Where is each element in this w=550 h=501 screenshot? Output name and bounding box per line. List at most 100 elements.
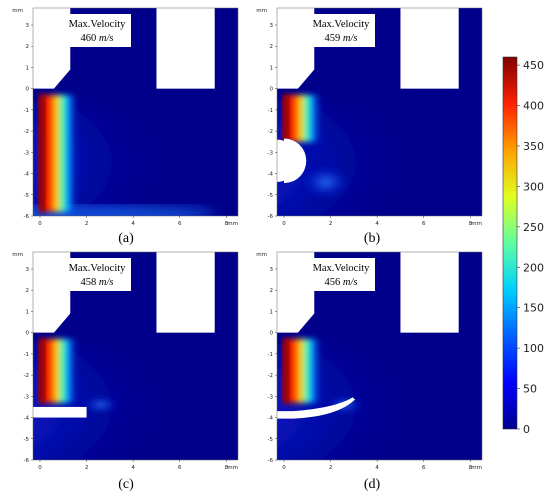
y-tick-label: 3 [26,267,30,273]
x-tick-label: 8 [225,465,229,471]
y-tick-label: -2 [268,373,273,379]
colorbar-ticks: 450 400 350 300 250 200 150 100 50 0 [517,59,544,436]
max-velocity-box [307,258,375,291]
y-tick-label: -1 [24,352,29,358]
x-tick-label: 0 [38,221,42,227]
velocity-field [33,252,238,460]
plot-frame [32,251,239,461]
y-tick-label: -5 [24,193,30,199]
outlet-block [156,252,215,333]
y-tick-label: -1 [268,108,273,114]
x-tick-label: 4 [375,221,379,227]
max-velocity-value: 459 m/s [325,33,358,44]
plot-frame [276,251,483,461]
colorbar-tick-label: 0 [523,423,530,436]
y-tick-label: 1 [270,65,274,71]
x-tick-label: 4 [131,221,135,227]
y-tick-label: -2 [24,373,29,379]
y-tick-label: -4 [268,172,274,178]
x-axis-unit: mm [471,221,482,227]
colorbar-tick-label: 300 [523,180,544,193]
x-tick-label: 8 [469,221,473,227]
y-tick-label: 3 [26,23,30,29]
y-axis-unit: mm [256,8,267,14]
x-tick-label: 6 [178,221,182,227]
nozzle-body [33,252,71,333]
velocity-field [33,8,238,216]
plot-frame [276,7,483,217]
x-tick-label: 4 [375,465,379,471]
plot-frame [32,7,239,217]
outlet-block [400,8,459,89]
max-velocity-value: 456 m/s [325,277,358,288]
y-tick-label: -3 [24,150,30,156]
panel-caption: (a) [118,231,134,246]
max-velocity-title: Max.Velocity [313,19,371,30]
x-tick-label: 6 [422,465,426,471]
y-tick-label: -5 [268,193,274,199]
y-tick-label: 0 [270,87,274,93]
y-tick-label: 1 [26,65,30,71]
colorbar-tick-label: 100 [523,342,544,355]
x-axis-unit: mm [227,465,238,471]
y-tick-label: 0 [26,87,30,93]
panel-caption: (d) [364,477,381,492]
y-tick-label: 0 [26,331,30,337]
y-tick-label: -3 [268,394,274,400]
velocity-field [277,252,482,460]
max-velocity-title: Max.Velocity [69,263,127,274]
y-tick-label: 1 [26,309,30,315]
colorbar-tick-label: 200 [523,261,544,274]
y-tick-label: -2 [268,129,273,135]
max-velocity-value: 460 m/s [81,33,114,44]
y-tick-label: 2 [270,44,274,50]
panel-caption: (b) [364,231,381,246]
max-velocity-box [63,258,131,291]
y-tick-label: -2 [24,129,29,135]
y-tick-label: -1 [24,108,29,114]
max-velocity-title: Max.Velocity [69,19,127,30]
x-tick-label: 2 [85,465,89,471]
y-tick-label: -6 [24,214,30,220]
colorbar-tick-label: 350 [523,140,544,153]
curved-plate-obstacle [277,397,356,419]
outlet-block [156,8,215,89]
y-tick-label: -4 [268,416,274,422]
max-velocity-box [63,14,131,47]
max-velocity-box [307,14,375,47]
nozzle-body [277,8,315,89]
panel-caption: (c) [118,477,134,492]
colorbar-tick-label: 150 [523,302,544,315]
max-velocity-title: Max.Velocity [313,263,371,274]
y-axis-unit: mm [12,252,23,258]
y-axis-unit: mm [256,252,267,258]
y-tick-label: -5 [268,437,274,443]
outlet-block [400,252,459,333]
y-tick-label: -3 [24,394,30,400]
y-axis-unit: mm [12,8,23,14]
colorbar-tick-label: 400 [523,100,544,113]
colorbar-tick-label: 250 [523,221,544,234]
x-tick-label: 2 [329,465,333,471]
x-tick-label: 0 [282,221,286,227]
flat-plate-obstacle [33,406,87,418]
x-tick-label: 8 [469,465,473,471]
x-tick-label: 6 [178,465,182,471]
nozzle-body [277,252,315,333]
colorbar-tick-label: 450 [523,59,544,72]
x-axis-unit: mm [471,465,482,471]
y-tick-label: 3 [270,23,274,29]
y-tick-label: -6 [268,214,274,220]
y-tick-label: 0 [270,331,274,337]
y-tick-label: -1 [268,352,273,358]
colorbar-tick-label: 50 [523,383,537,396]
colorbar: 450 400 350 300 250 200 150 100 50 0 [502,56,544,436]
x-tick-label: 2 [329,221,333,227]
y-tick-label: -6 [24,458,30,464]
x-tick-label: 2 [85,221,89,227]
